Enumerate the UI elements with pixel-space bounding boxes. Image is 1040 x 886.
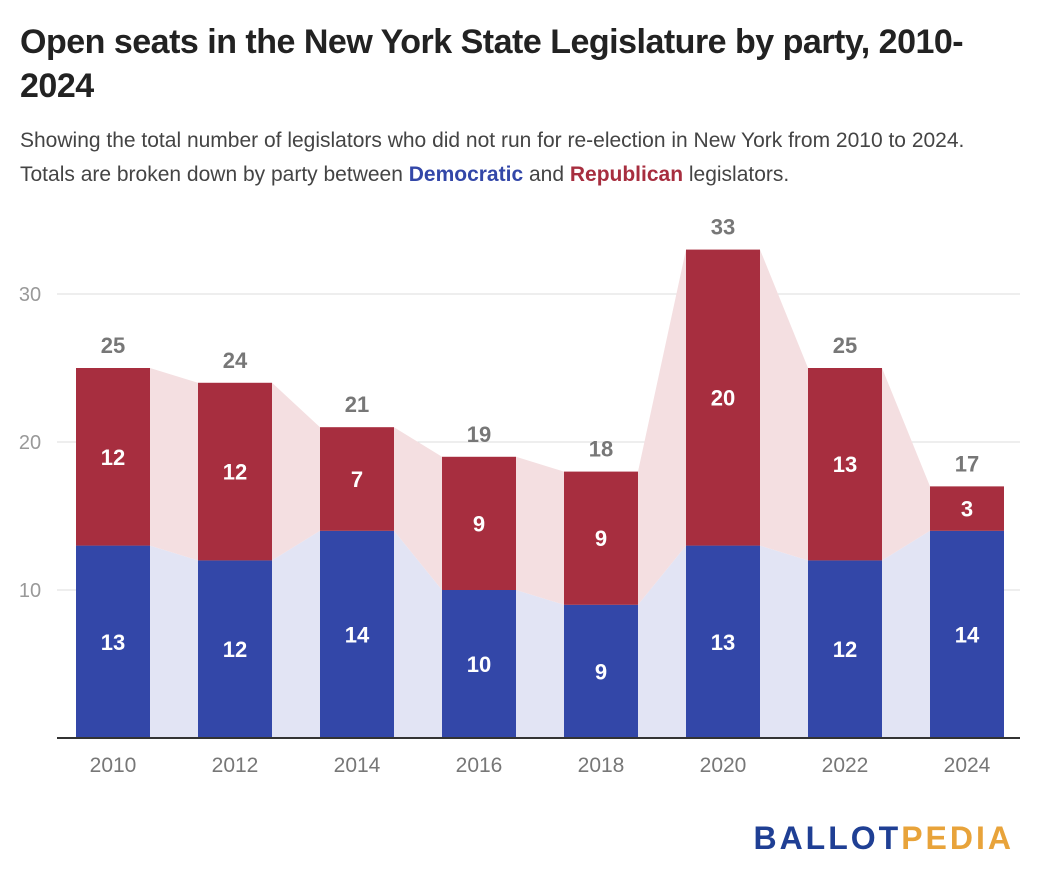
total-label-2010: 25: [101, 333, 125, 358]
republican-value-label-2010: 12: [101, 445, 125, 470]
republican-bar-2020: [686, 249, 760, 546]
x-tick-label-2012: 2012: [212, 754, 259, 777]
republican-bar-2012: [198, 382, 272, 561]
republican-value-label-2018: 9: [595, 526, 607, 551]
republican-value-label-2012: 12: [223, 460, 247, 485]
x-tick-label-2024: 2024: [944, 754, 991, 777]
democratic-value-label-2024: 14: [955, 622, 980, 647]
democratic-value-label-2022: 12: [833, 637, 857, 662]
x-tick-label-2016: 2016: [456, 754, 503, 777]
republican-value-label-2024: 3: [961, 497, 973, 522]
democratic-bar-2014: [320, 530, 394, 738]
total-label-2024: 17: [955, 451, 979, 476]
democratic-area-band: [76, 530, 1004, 738]
logo-text-ballot: BALLOT: [753, 820, 902, 856]
x-tick-label-2010: 2010: [90, 754, 137, 777]
y-tick-label-10: 10: [19, 580, 41, 602]
democratic-value-label-2010: 13: [101, 630, 125, 655]
democratic-value-label-2016: 10: [467, 652, 491, 677]
logo-text-pedia: PEDIA: [901, 820, 1014, 856]
republican-bar-2018: [564, 471, 638, 605]
democratic-bar-2010: [76, 545, 150, 738]
republican-value-label-2022: 13: [833, 452, 857, 477]
subtitle-democratic-label: Democratic: [408, 163, 524, 186]
y-tick-label-30: 30: [19, 284, 41, 306]
democratic-value-label-2012: 12: [223, 637, 247, 662]
total-label-2022: 25: [833, 333, 857, 358]
x-tick-label-2022: 2022: [822, 754, 869, 777]
y-tick-label-20: 20: [19, 432, 41, 454]
x-tick-label-2018: 2018: [578, 754, 625, 777]
democratic-bar-2024: [930, 530, 1004, 738]
total-label-2020: 33: [711, 215, 735, 240]
subtitle-text-start: Showing the total number of legislators …: [20, 129, 965, 186]
republican-bar-2014: [320, 427, 394, 531]
republican-bar-2016: [442, 456, 516, 590]
republican-value-label-2020: 20: [711, 386, 735, 411]
republican-value-label-2016: 9: [473, 511, 485, 536]
chart-subtitle: Showing the total number of legislators …: [20, 124, 1020, 192]
total-label-2012: 24: [223, 348, 248, 373]
x-tick-label-2020: 2020: [700, 754, 747, 777]
subtitle-text-middle: and: [523, 163, 570, 186]
subtitle-text-end: legislators.: [683, 163, 790, 186]
democratic-bar-2022: [808, 560, 882, 738]
democratic-bar-2020: [686, 545, 760, 738]
democratic-bar-2012: [198, 560, 272, 738]
republican-bar-2024: [930, 486, 1004, 531]
chart-title: Open seats in the New York State Legisla…: [20, 23, 964, 105]
total-label-2014: 21: [345, 392, 369, 417]
total-label-2018: 18: [589, 437, 613, 462]
democratic-bar-2018: [564, 604, 638, 738]
democratic-value-label-2020: 13: [711, 630, 735, 655]
republican-area-band: [76, 249, 1004, 605]
democratic-value-label-2018: 9: [595, 659, 607, 684]
democratic-bar-2016: [442, 590, 516, 738]
x-tick-label-2014: 2014: [334, 754, 381, 777]
subtitle-republican-label: Republican: [569, 163, 684, 186]
republican-bar-2010: [76, 368, 150, 546]
republican-bar-2022: [808, 368, 882, 561]
republican-value-label-2014: 7: [351, 467, 363, 492]
total-label-2016: 19: [467, 422, 491, 447]
democratic-value-label-2014: 14: [345, 622, 370, 647]
ballotpedia-logo: BALLOTPEDIA: [753, 820, 1014, 857]
